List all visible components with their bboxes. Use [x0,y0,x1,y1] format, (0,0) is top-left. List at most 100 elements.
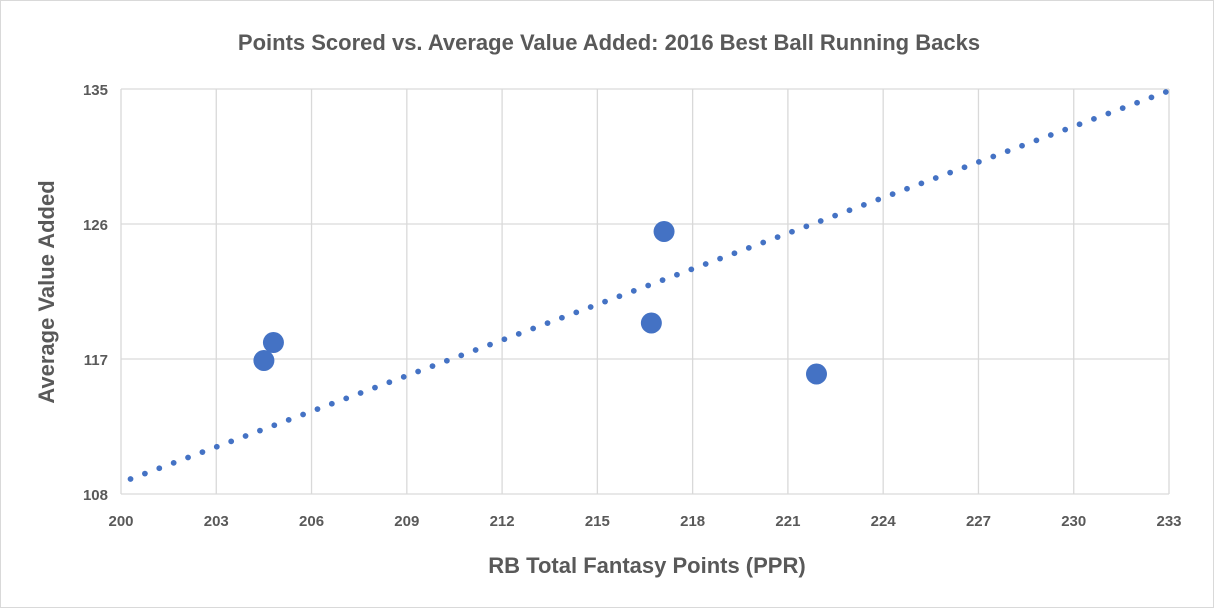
trendline-dot [185,454,191,461]
trendline-dot [745,244,752,251]
trendline-dot [630,287,637,294]
trendline-dot [300,411,306,418]
x-tick-label: 212 [490,513,515,530]
trendline-dot [443,357,450,364]
trendline-dot [429,363,436,370]
trendline-dot [659,277,666,284]
trendline-dot [357,390,364,396]
trendline-dot [918,180,925,187]
trendline-dot [760,239,767,246]
trendline-dot [530,325,537,332]
trendline-dot [1091,115,1097,122]
trendline-dot [674,271,680,278]
trendline-dot [400,373,407,380]
trendline-dot [156,465,163,472]
x-tick-label: 227 [966,513,991,530]
trendline-dot [1004,148,1011,155]
trendline-dot [731,250,738,257]
scatter-point [262,332,284,353]
trendline-dot [1148,94,1155,101]
x-tick-label: 200 [108,513,133,530]
trendline-dot [1119,105,1126,112]
trendline-dot [961,164,968,171]
trendline-dot [314,406,321,413]
y-tick-label: 108 [83,487,108,504]
scatter-point [805,363,827,385]
trendline-dot [975,158,982,165]
trendline-dot [515,330,522,337]
trendline-dot [789,228,795,235]
trendline-dot [242,433,249,439]
trendline-dot [372,384,378,391]
trendline-dot [142,470,148,477]
trendline-dot [817,218,824,224]
trendline-dot [328,400,335,407]
trendline-dot [846,207,853,214]
trendline-dot [1076,121,1083,128]
trendline-dot [501,336,508,343]
trendline-dot [688,266,695,273]
x-tick-labels: 200 203 206 209 212 215 218 221 224 227 230 233 [108,513,1181,530]
x-axis-title: RB Total Fantasy Points (PPR) [488,553,805,578]
trendline-dot [386,379,393,386]
trendline-dot [257,427,263,434]
trendline-dot [860,201,867,208]
trendline-dot [213,443,220,450]
data-points [253,221,827,385]
y-tick-labels: 108 117 126 135 [83,82,108,504]
trendline-dot [559,314,565,321]
trendline-dot [803,223,810,230]
trendline-dot [947,169,954,176]
trendline-dot [602,298,608,305]
trendline-dot [1033,137,1040,144]
scatter-point [253,350,275,371]
x-tick-label: 206 [299,513,324,530]
trendline-dot [487,341,493,348]
trendline-dot [1134,99,1140,106]
gridlines [120,88,1170,495]
trendline-dot [1162,89,1169,95]
chart-title: Points Scored vs. Average Value Added: 2… [238,30,980,55]
x-tick-label: 209 [394,513,419,530]
trendline [127,89,1169,482]
x-tick-label: 218 [680,513,705,530]
trendline-dot [1062,126,1069,133]
x-tick-label: 224 [871,513,897,530]
y-tick-label: 126 [83,217,108,234]
trendline-dot [932,175,939,181]
trendline-dot [645,282,652,289]
y-axis-title: Average Value Added [34,180,59,403]
x-tick-label: 215 [585,513,610,530]
trendline-dot [616,293,623,300]
trendline-dot [717,255,723,262]
trendline-dot [472,347,479,353]
trendline-dot [702,261,709,267]
trendline-dot [1105,110,1112,117]
trendline-dot [199,449,206,456]
trendline-dot [1019,142,1025,149]
trendline-dot [458,352,465,359]
x-tick-label: 221 [775,513,800,530]
trendline-dot [573,309,580,316]
trendline-dot [904,185,910,192]
trendline-dot [832,212,839,219]
trendline-dot [127,476,134,482]
x-tick-label: 230 [1061,513,1086,530]
trendline-dot [544,320,551,327]
trendline-dot [271,422,278,429]
trendline-dot [415,368,422,375]
trendline-dot [228,438,235,445]
y-tick-label: 117 [84,352,108,369]
x-tick-label: 203 [204,513,229,530]
trendline-dot [1047,132,1054,138]
trendline-dot [774,234,781,241]
trendline-dot [875,196,882,203]
scatter-point [640,312,662,334]
trendline-dot [170,459,177,466]
trendline-dot [343,395,350,402]
scatter-point [653,221,675,242]
trendline-dot [587,304,594,310]
trendline-dot [285,416,292,423]
